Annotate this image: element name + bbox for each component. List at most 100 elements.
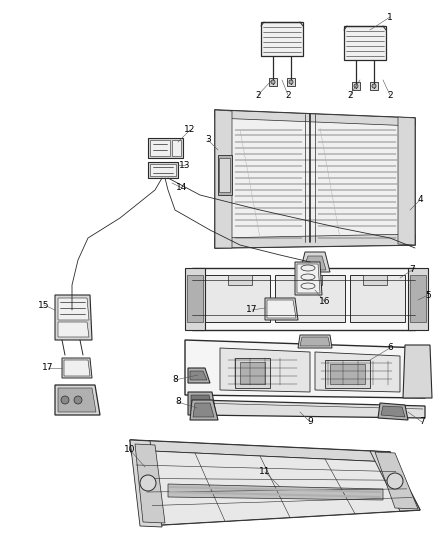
Text: 8: 8: [172, 376, 178, 384]
Polygon shape: [298, 275, 322, 285]
Polygon shape: [315, 352, 400, 392]
Polygon shape: [300, 252, 330, 272]
Polygon shape: [150, 140, 170, 156]
Polygon shape: [370, 82, 378, 90]
Ellipse shape: [61, 396, 69, 404]
Polygon shape: [148, 138, 183, 158]
Polygon shape: [190, 371, 207, 380]
Polygon shape: [344, 26, 386, 60]
Polygon shape: [363, 275, 387, 285]
Polygon shape: [219, 158, 230, 192]
Text: 2: 2: [255, 91, 261, 100]
Polygon shape: [228, 275, 252, 285]
Polygon shape: [58, 322, 89, 337]
Polygon shape: [192, 268, 415, 330]
Ellipse shape: [387, 473, 403, 489]
Polygon shape: [375, 452, 418, 509]
Polygon shape: [62, 358, 92, 378]
Polygon shape: [325, 360, 370, 388]
Polygon shape: [55, 295, 92, 340]
Polygon shape: [195, 400, 425, 418]
Polygon shape: [352, 82, 360, 90]
Polygon shape: [135, 444, 165, 523]
Polygon shape: [235, 358, 270, 388]
Text: 2: 2: [387, 91, 393, 100]
Polygon shape: [220, 348, 310, 392]
Polygon shape: [172, 140, 181, 156]
Polygon shape: [130, 440, 162, 527]
Polygon shape: [190, 400, 218, 420]
Polygon shape: [191, 395, 213, 412]
Polygon shape: [130, 440, 420, 525]
Ellipse shape: [354, 84, 358, 88]
Text: 9: 9: [307, 417, 313, 426]
Polygon shape: [408, 268, 428, 330]
Polygon shape: [265, 298, 298, 320]
Text: 7: 7: [409, 265, 415, 274]
Polygon shape: [58, 298, 89, 320]
Polygon shape: [350, 275, 405, 322]
Text: 17: 17: [42, 364, 54, 373]
Text: 2: 2: [347, 91, 353, 100]
Polygon shape: [378, 403, 408, 420]
Polygon shape: [58, 388, 96, 412]
Polygon shape: [55, 385, 100, 415]
Polygon shape: [130, 440, 390, 462]
Text: 17: 17: [246, 305, 258, 314]
Polygon shape: [295, 262, 322, 295]
Ellipse shape: [74, 396, 82, 404]
Polygon shape: [168, 484, 383, 500]
Text: 5: 5: [425, 290, 431, 300]
Polygon shape: [303, 256, 326, 270]
Ellipse shape: [140, 475, 156, 491]
Polygon shape: [261, 22, 303, 56]
Ellipse shape: [372, 84, 376, 88]
Polygon shape: [202, 275, 270, 322]
Ellipse shape: [271, 80, 275, 84]
Polygon shape: [269, 78, 277, 86]
Text: 4: 4: [417, 196, 423, 205]
Polygon shape: [240, 362, 265, 384]
Polygon shape: [267, 300, 296, 318]
Polygon shape: [215, 110, 415, 126]
Polygon shape: [381, 406, 405, 417]
Polygon shape: [185, 268, 205, 330]
Polygon shape: [215, 110, 415, 248]
Polygon shape: [298, 335, 332, 348]
Polygon shape: [193, 403, 214, 417]
Polygon shape: [130, 450, 420, 525]
Text: 16: 16: [319, 297, 331, 306]
Polygon shape: [215, 234, 415, 248]
Polygon shape: [185, 340, 425, 398]
Text: 10: 10: [124, 446, 136, 455]
Polygon shape: [218, 155, 232, 195]
Text: 6: 6: [387, 343, 393, 352]
Polygon shape: [410, 275, 426, 322]
Text: 12: 12: [184, 125, 196, 134]
Polygon shape: [403, 345, 432, 398]
Text: 15: 15: [38, 301, 50, 310]
Text: 7: 7: [419, 417, 425, 426]
Polygon shape: [148, 162, 178, 178]
Polygon shape: [64, 360, 90, 376]
Text: 2: 2: [285, 91, 291, 100]
Polygon shape: [287, 78, 295, 86]
Text: 1: 1: [387, 12, 393, 21]
Polygon shape: [330, 364, 365, 384]
Polygon shape: [275, 275, 345, 322]
Polygon shape: [370, 451, 420, 511]
Text: 8: 8: [175, 398, 181, 407]
Polygon shape: [398, 117, 415, 245]
Polygon shape: [297, 264, 320, 293]
Polygon shape: [300, 337, 330, 346]
Text: 13: 13: [179, 160, 191, 169]
Ellipse shape: [289, 80, 293, 84]
Polygon shape: [215, 110, 232, 248]
Polygon shape: [188, 368, 210, 383]
Text: 14: 14: [177, 183, 188, 192]
Text: 11: 11: [259, 467, 271, 477]
Text: 3: 3: [205, 135, 211, 144]
Polygon shape: [150, 164, 176, 176]
Polygon shape: [188, 392, 216, 415]
Polygon shape: [187, 275, 203, 322]
